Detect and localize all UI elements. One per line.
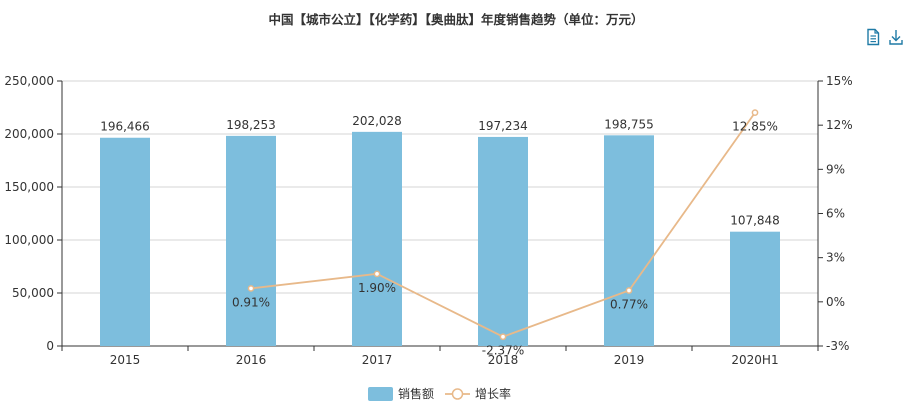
- y-left-tick-label: 150,000: [4, 180, 54, 194]
- x-tick-label: 2019: [614, 353, 645, 367]
- bar: [352, 131, 402, 346]
- y-left-tick-label: 100,000: [4, 233, 54, 247]
- growth-data-label: 12.85%: [732, 120, 778, 134]
- growth-point: [499, 333, 507, 341]
- x-tick-label: 2016: [236, 353, 267, 367]
- y-left-tick-label: 0: [46, 339, 54, 353]
- x-tick-label: 2020H1: [731, 353, 778, 367]
- bar: [226, 135, 276, 346]
- legend-marker-growth: [451, 388, 464, 400]
- bar-data-label: 197,234: [478, 119, 528, 133]
- growth-point: [247, 285, 255, 292]
- chart-title: 中国【城市公立】【化学药】【奥曲肽】年度销售趋势（单位：万元）: [268, 12, 644, 27]
- legend-label-growth: 增长率: [475, 386, 511, 401]
- growth-point: [751, 109, 759, 117]
- growth-data-label: 0.77%: [610, 297, 648, 311]
- bar: [478, 136, 528, 346]
- bar-data-label: 198,253: [226, 118, 276, 132]
- bar: [730, 231, 780, 346]
- data-view-icon[interactable]: [865, 28, 881, 46]
- y-right-tick-label: 15%: [826, 74, 853, 88]
- bar-data-label: 196,466: [100, 120, 150, 134]
- bar-data-label: 202,028: [352, 114, 402, 128]
- y-left-tick-label: 50,000: [12, 286, 54, 300]
- legend-label-sales: 销售额: [398, 386, 434, 401]
- growth-data-label: -2.37%: [482, 344, 524, 358]
- growth-data-label: 1.90%: [358, 281, 396, 295]
- y-right-tick-label: 0%: [826, 295, 845, 309]
- x-tick-label: 2015: [110, 353, 141, 367]
- legend-swatch-sales: [368, 387, 393, 401]
- y-right-tick-label: 12%: [826, 118, 853, 132]
- growth-point: [373, 270, 381, 278]
- bar: [604, 135, 654, 346]
- x-tick-label: 2018: [488, 353, 519, 367]
- bar-data-label: 198,755: [604, 117, 654, 131]
- y-right-tick-label: 3%: [826, 251, 845, 265]
- bar-data-label: 107,848: [730, 214, 780, 228]
- growth-point: [625, 287, 633, 294]
- x-tick-label: 2017: [362, 353, 393, 367]
- download-icon[interactable]: [888, 28, 904, 46]
- y-left-tick-label: 250,000: [4, 74, 54, 88]
- y-right-tick-label: 9%: [826, 162, 845, 176]
- y-right-tick-label: -3%: [826, 339, 849, 353]
- y-right-tick-label: 6%: [826, 207, 845, 221]
- y-left-tick-label: 200,000: [4, 127, 54, 141]
- growth-data-label: 0.91%: [232, 295, 270, 309]
- bar: [100, 137, 150, 346]
